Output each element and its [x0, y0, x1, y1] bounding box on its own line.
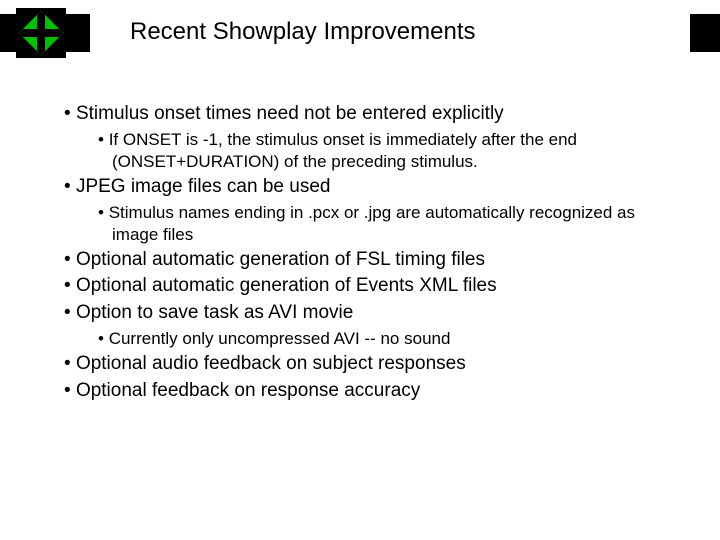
- bullet-l1: Optional audio feedback on subject respo…: [60, 352, 680, 377]
- logo-icon: [16, 8, 66, 58]
- title-container: Recent Showplay Improvements: [90, 12, 690, 52]
- bullet-l2: If ONSET is -1, the stimulus onset is im…: [60, 129, 680, 173]
- bullet-l1: JPEG image files can be used: [60, 175, 680, 200]
- slide-title: Recent Showplay Improvements: [130, 18, 476, 46]
- bullet-l2: Stimulus names ending in .pcx or .jpg ar…: [60, 202, 680, 246]
- content-area: Stimulus onset times need not be entered…: [60, 100, 680, 405]
- bullet-l1: Stimulus onset times need not be entered…: [60, 102, 680, 127]
- bullet-l1: Optional automatic generation of Events …: [60, 274, 680, 299]
- bullet-l2: Currently only uncompressed AVI -- no so…: [60, 328, 680, 350]
- bullet-l1: Optional automatic generation of FSL tim…: [60, 248, 680, 273]
- bullet-l1: Option to save task as AVI movie: [60, 301, 680, 326]
- slide: Recent Showplay Improvements Stimulus on…: [0, 0, 720, 540]
- bullet-l1: Optional feedback on response accuracy: [60, 379, 680, 404]
